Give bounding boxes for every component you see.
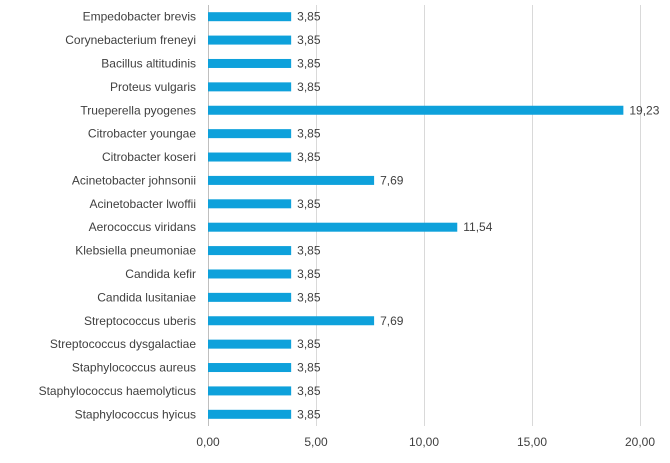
data-label: 3,85 xyxy=(297,150,321,164)
data-label: 11,54 xyxy=(463,220,492,234)
data-label: 3,85 xyxy=(297,127,321,141)
data-label: 7,69 xyxy=(380,173,404,187)
x-tick-label: 20,00 xyxy=(625,435,655,449)
bar xyxy=(208,105,624,115)
category-label: Acinetobacter johnsonii xyxy=(72,173,196,187)
data-label: 3,85 xyxy=(297,290,321,304)
category-label: Staphylococcus aureus xyxy=(72,361,196,375)
bar xyxy=(208,12,292,22)
category-label: Citrobacter koseri xyxy=(102,150,196,164)
category-label: Candida lusitaniae xyxy=(97,290,196,304)
category-label: Staphylococcus hyicus xyxy=(75,407,196,421)
bar xyxy=(208,292,292,302)
bar xyxy=(208,58,292,68)
x-axis-tick-labels: 0,00 5,00 10,00 15,00 20,00 xyxy=(196,435,655,449)
category-label: Staphylococcus haemolyticus xyxy=(39,384,196,398)
data-label: 3,85 xyxy=(297,33,321,47)
category-label: Streptococcus uberis xyxy=(84,314,196,328)
bar xyxy=(208,386,292,396)
bar xyxy=(208,199,292,209)
category-label: Streptococcus dysgalactiae xyxy=(50,337,196,351)
bar xyxy=(208,409,292,419)
category-label: Empedobacter brevis xyxy=(83,10,196,24)
bar xyxy=(208,269,292,279)
category-label: Citrobacter youngae xyxy=(88,127,196,141)
value-labels: 3,85 3,85 3,85 3,85 19,23 3,85 3,85 7,69 3,85 11,… xyxy=(297,10,660,422)
bar xyxy=(208,35,292,45)
category-label: Corynebacterium freneyi xyxy=(65,33,196,47)
bar xyxy=(208,129,292,139)
bar xyxy=(208,175,375,185)
category-label: Acinetobacter lwoffii xyxy=(90,197,197,211)
category-label: Proteus vulgaris xyxy=(110,80,196,94)
bar xyxy=(208,246,292,256)
category-labels: Empedobacter brevis Corynebacterium frene… xyxy=(39,10,197,422)
category-label: Aerococcus viridans xyxy=(89,220,196,234)
bar xyxy=(208,222,458,232)
data-label: 3,85 xyxy=(297,10,321,24)
bar xyxy=(208,152,292,162)
x-tick-label: 0,00 xyxy=(196,435,220,449)
category-label: Bacillus altitudinis xyxy=(101,56,196,70)
data-label: 3,85 xyxy=(297,56,321,70)
bars xyxy=(208,12,624,419)
bar xyxy=(208,82,292,92)
x-tick-label: 15,00 xyxy=(517,435,547,449)
data-label: 3,85 xyxy=(297,407,321,421)
data-label: 3,85 xyxy=(297,244,321,258)
gridlines xyxy=(208,5,641,426)
x-tick-label: 10,00 xyxy=(409,435,439,449)
category-label: Candida kefir xyxy=(125,267,196,281)
data-label: 3,85 xyxy=(297,337,321,351)
data-label: 7,69 xyxy=(380,314,404,328)
data-label: 3,85 xyxy=(297,80,321,94)
data-label: 19,23 xyxy=(629,103,659,117)
data-label: 3,85 xyxy=(297,384,321,398)
data-label: 3,85 xyxy=(297,267,321,281)
category-label: Klebsiella pneumoniae xyxy=(75,244,196,258)
bar xyxy=(208,339,292,349)
bar xyxy=(208,363,292,373)
category-label: Trueperella pyogenes xyxy=(80,103,196,117)
data-label: 3,85 xyxy=(297,197,321,211)
bar xyxy=(208,316,375,326)
x-tick-label: 5,00 xyxy=(304,435,328,449)
data-label: 3,85 xyxy=(297,361,321,375)
